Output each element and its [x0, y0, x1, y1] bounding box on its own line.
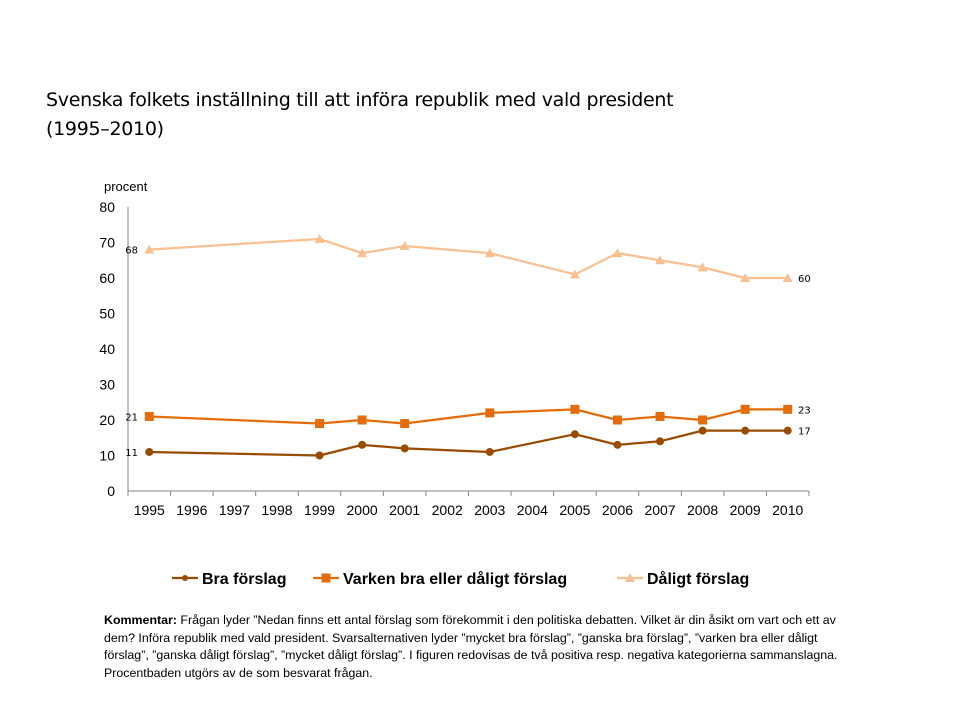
data-point [485, 447, 494, 456]
x-tick-label: 1996 [176, 502, 207, 518]
data-point [357, 248, 368, 258]
legend-marker [321, 573, 331, 583]
data-point [570, 430, 579, 439]
x-tick-label: 2000 [347, 502, 378, 518]
data-point [399, 241, 410, 251]
data-label-last: 60 [798, 274, 811, 285]
x-tick-label: 1997 [219, 502, 250, 518]
x-tick-label: 2002 [432, 502, 463, 518]
series-dåligt-förslag: 68 60 [125, 233, 811, 285]
data-point [698, 415, 708, 425]
x-tick-label: 2009 [730, 502, 761, 518]
data-point [484, 248, 495, 258]
comment-body: Frågan lyder ”Nedan finns ett antal förs… [104, 613, 838, 680]
series-line [149, 429, 788, 457]
data-point [144, 411, 154, 421]
data-label-first: 68 [125, 246, 138, 257]
legend-item: Varken bra eller dåligt förslag [313, 570, 567, 588]
series-line [149, 237, 788, 280]
data-point [782, 273, 793, 282]
x-tick-labels: 1995 1996 1997 1998 1999 2000 2001 2002 2003 2004… [134, 502, 804, 518]
y-tick-label: 50 [99, 306, 115, 322]
x-tick-label: 1999 [304, 502, 335, 518]
legend-marker [625, 573, 635, 582]
data-point [144, 244, 155, 254]
y-tick-label: 30 [99, 377, 115, 393]
x-tick-label: 2001 [389, 502, 420, 518]
y-axis-label: procent [104, 179, 148, 194]
x-tick-label: 1995 [134, 502, 165, 518]
y-tick-label: 20 [99, 412, 115, 428]
chart-title-line2: (1995–2010) [46, 118, 164, 140]
y-tick-label: 80 [99, 199, 115, 215]
data-point [358, 440, 367, 449]
data-point [314, 233, 325, 243]
series-bra-förslag: 11 17 [125, 426, 811, 460]
series-line [149, 408, 788, 425]
legend-label: Bra förslag [202, 571, 286, 588]
series-varken-bra-eller-dåligt-förslag: 21 23 [125, 404, 811, 429]
y-tick-label: 60 [99, 270, 115, 286]
data-point [740, 273, 751, 282]
x-tick-label: 2010 [772, 502, 803, 518]
data-point [569, 269, 580, 279]
y-tick-labels: 0 10 20 30 40 50 60 70 80 [99, 199, 115, 499]
data-point [485, 408, 495, 418]
data-point [741, 426, 750, 435]
chart-title: Svenska folkets inställning till att inf… [46, 86, 806, 144]
x-tick-label: 2005 [559, 502, 590, 518]
chart-title-line1: Svenska folkets inställning till att inf… [46, 89, 674, 111]
data-label-first: 21 [125, 412, 138, 423]
x-tick-label: 2006 [602, 502, 633, 518]
legend-label: Varken bra eller dåligt förslag [343, 570, 567, 588]
data-point [612, 248, 623, 258]
data-point [357, 415, 367, 425]
data-point [783, 426, 792, 435]
legend-item: Dåligt förslag [617, 570, 749, 588]
y-tick-label: 70 [99, 235, 115, 251]
data-point [783, 404, 793, 414]
x-tick-label: 1998 [261, 502, 292, 518]
legend-item: Bra förslag [172, 571, 286, 588]
data-point [400, 444, 409, 453]
data-point [655, 411, 665, 421]
data-point [145, 447, 154, 456]
y-tick-label: 10 [99, 448, 115, 464]
data-label-first: 11 [125, 448, 138, 459]
x-tick-label: 2007 [644, 502, 675, 518]
data-point [655, 255, 666, 265]
x-tick-label: 2008 [687, 502, 718, 518]
axes [127, 207, 810, 496]
legend: Bra förslag Varken bra eller dåligt försl… [172, 570, 749, 588]
data-point [613, 440, 622, 449]
data-label-last: 17 [798, 427, 811, 438]
data-point [612, 415, 622, 425]
data-point [698, 426, 707, 435]
y-tick-label: 40 [99, 341, 115, 357]
legend-label: Dåligt förslag [647, 570, 749, 588]
x-tick-label: 2003 [474, 502, 505, 518]
comment-label: Kommentar: [104, 613, 177, 627]
comment-text: Kommentar: Frågan lyder ”Nedan finns ett… [104, 612, 844, 682]
data-point [315, 451, 324, 460]
data-point [400, 419, 410, 429]
series-group: 68 60 21 23 11 17 [125, 233, 811, 460]
data-point [740, 404, 750, 414]
data-point [656, 437, 665, 446]
data-point [697, 262, 708, 272]
y-tick-label: 0 [107, 483, 115, 499]
data-point [570, 404, 580, 414]
data-label-last: 23 [798, 405, 811, 416]
x-tick-label: 2004 [517, 502, 548, 518]
legend-marker [182, 575, 188, 581]
data-point [315, 419, 325, 429]
